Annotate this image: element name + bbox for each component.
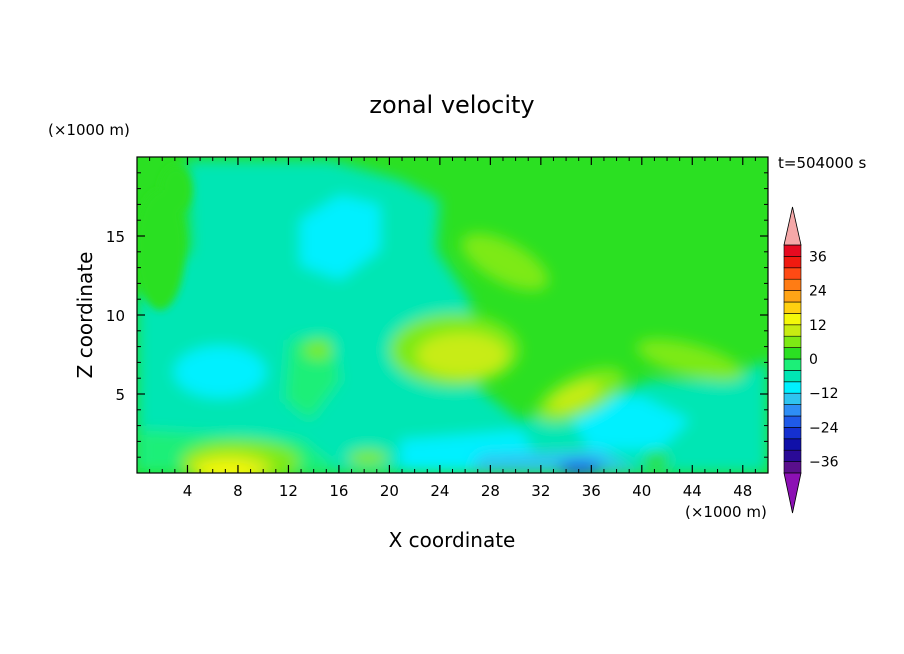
colorbar-swatch [783, 278, 802, 291]
y-axis: 5 10 15 [106, 172, 768, 458]
x-tick-label: 4 [183, 482, 193, 500]
colorbar-swatch [783, 358, 802, 371]
x-tick-label: 28 [481, 482, 500, 500]
time-label: t=504000 s [778, 154, 866, 172]
colorbar-swatch [783, 427, 802, 440]
colorbar-label: 12 [809, 318, 827, 334]
colorbar-under-arrow [783, 472, 802, 514]
colorbar-swatch [783, 313, 802, 326]
y-tick-label: 10 [106, 307, 125, 325]
colorbar-label: 36 [809, 249, 827, 265]
x-axis: 4 8 12 16 20 24 28 32 36 40 44 48 [149, 157, 756, 500]
colorbar-swatch [783, 392, 802, 405]
x-tick-label: 20 [380, 482, 399, 500]
x-tick-label: 48 [733, 482, 752, 500]
x-axis-label: X coordinate [389, 528, 516, 552]
colorbar-swatch [783, 370, 802, 383]
colorbar-label: 0 [809, 352, 818, 368]
colorbar-label: −24 [809, 420, 839, 436]
x-tick-label: 8 [233, 482, 243, 500]
colorbar-label: 24 [809, 284, 827, 300]
x-tick-label: 36 [582, 482, 601, 500]
colorbar-swatch [783, 381, 802, 394]
x-tick-label: 24 [430, 482, 449, 500]
chart-title: zonal velocity [369, 91, 534, 119]
colorbar-label: −12 [809, 386, 839, 402]
colorbar-swatch [783, 449, 802, 462]
colorbar: 36 24 12 0 −12 −24 −36 [783, 206, 839, 514]
colorbar-swatch [783, 335, 802, 348]
colorbar-swatch [783, 256, 802, 269]
colorbar-swatch [783, 267, 802, 280]
x-tick-label: 40 [632, 482, 651, 500]
colorbar-label: −36 [809, 455, 839, 471]
colorbar-swatch [783, 347, 802, 360]
x-tick-label: 16 [329, 482, 348, 500]
colorbar-swatch [783, 290, 802, 303]
colorbar-swatch [783, 324, 802, 337]
colorbar-swatch [783, 244, 802, 257]
y-unit-label: (×1000 m) [48, 121, 130, 139]
x-tick-label: 32 [531, 482, 550, 500]
colorbar-swatch [783, 301, 802, 314]
plot-area [137, 157, 768, 473]
colorbar-swatch [783, 461, 802, 474]
colorbar-over-arrow [783, 206, 802, 246]
colorbar-swatch [783, 438, 802, 451]
x-unit-label: (×1000 m) [685, 503, 767, 521]
y-tick-label: 5 [115, 386, 125, 404]
colorbar-swatch [783, 415, 802, 428]
colorbar-swatch [783, 404, 802, 417]
x-tick-label: 44 [683, 482, 702, 500]
y-axis-label: Z coordinate [73, 252, 97, 379]
x-tick-label: 12 [279, 482, 298, 500]
y-tick-label: 15 [106, 228, 125, 246]
